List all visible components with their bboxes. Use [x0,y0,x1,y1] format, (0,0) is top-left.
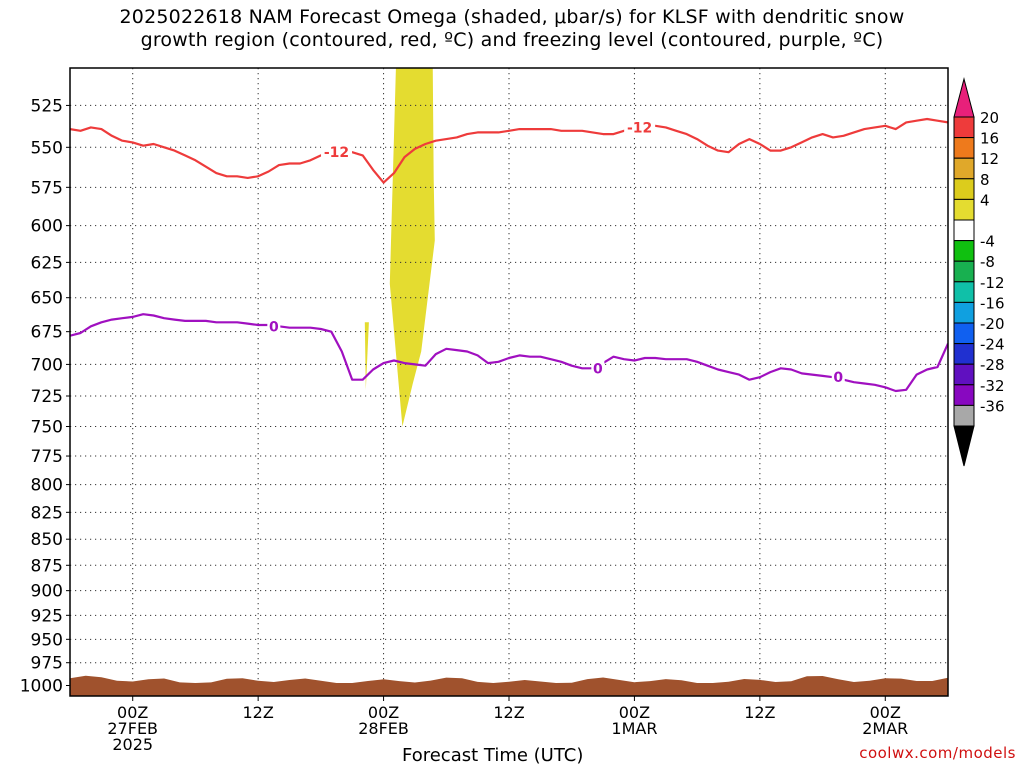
y-tick-label-925: 925 [31,606,63,626]
colorbar-box-12 [953,343,975,365]
colorbar-label-11: -24 [980,336,1005,354]
colorbar-box-4 [953,178,975,200]
x-tick-label-78-0: 00Z [870,703,901,722]
colorbar-box-6 [953,219,975,242]
grid-layer [70,68,948,696]
colorbar-label-5: 4 [980,191,990,209]
colorbar-label-13: -32 [980,377,1005,395]
colorbar-box-14 [953,384,975,406]
y-tick-label-650: 650 [31,289,63,309]
colorbar-box-5 [953,198,975,221]
x-tick-label-54-0: 00Z [619,703,650,722]
x-axis-title: Forecast Time (UTC) [402,745,584,766]
contour-label-bg-2 [624,119,656,136]
y-tick-label-900: 900 [31,582,63,602]
x-tick-label-30-0: 00Z [368,703,399,722]
y-tick-label-700: 700 [31,355,63,375]
omega-shaded-region-1 [389,68,435,427]
contour-label-5: 0 [833,370,843,386]
y-tick-label-550: 550 [31,138,63,158]
colorbar-box-3 [953,157,975,180]
colorbar-box-7 [953,240,975,262]
y-tick-label-875: 875 [31,556,63,576]
colorbar-box-9 [953,281,975,303]
contour-line-freezing-level [70,313,948,393]
y-tick-label-950: 950 [31,630,63,650]
colorbar-label-10: -20 [980,315,1005,333]
y-tick-label-850: 850 [31,530,63,550]
chart-title-line-2: growth region (contoured, red, ºC) and f… [140,29,884,51]
contour-label-2: -12 [627,120,652,136]
colorbar-label-12: -28 [980,356,1005,374]
contour-label-bg-5 [831,369,845,386]
x-tick-label-6-2: 2025 [112,735,153,754]
contour-label-bg-1 [321,144,353,161]
x-tick-label-6-0: 00Z [117,703,148,722]
chart-title: 2025022618 NAM Forecast Omega (shaded, μ… [0,6,1024,52]
x-tick-label-54-1: 1MAR [611,719,657,738]
contour-label-4: 0 [593,361,603,377]
contour-label-3: 0 [269,319,279,335]
x-tick-label-78-1: 2MAR [862,719,908,738]
colorbar-label-8: -12 [980,274,1005,292]
colorbar-label-7: -8 [980,253,995,271]
y-tick-label-625: 625 [31,253,63,273]
y-tick-label-975: 975 [31,654,63,674]
colorbar-box-8 [953,260,975,283]
terrain-layer [70,675,948,696]
colorbar-box-11 [953,322,975,345]
colorbar-label-3: 12 [980,150,999,168]
colorbar-box-2 [953,137,975,159]
plot-frame [69,67,949,697]
y-tick-label-825: 825 [31,503,63,523]
y-tick-label-525: 525 [31,96,63,116]
y-tick-label-675: 675 [31,323,63,343]
x-tick-label-30-1: 28FEB [358,719,409,738]
colorbar-label-9: -16 [980,294,1005,312]
colorbar-box-10 [953,301,975,324]
y-tick-label-1000: 1000 [20,677,63,697]
colorbar-label-4: 8 [980,171,990,189]
colorbar-label-2: 16 [980,130,999,148]
y-tick-label-725: 725 [31,387,63,407]
terrain-fill [70,675,948,696]
y-tick-label-775: 775 [31,447,63,467]
axes-layer: 525 550 575 600 625 650 675 700 725 750 775 800 825 8… [20,67,949,754]
y-tick-label-750: 750 [31,418,63,438]
colorbar-label-6: -4 [980,233,995,251]
omega-shading-layer [364,68,435,427]
x-tick-label-42-0: 12Z [493,703,524,722]
colorbar-label-14: -36 [980,397,1005,415]
colorbar: 20 16 12 8 4 -4 -8 -12 -16 -20 -24 -28 -32 -36 [953,77,1005,467]
contour-line-minus-12 [70,117,948,184]
contour-layer [70,117,948,393]
y-tick-label-600: 600 [31,217,63,237]
x-tick-label-18-0: 12Z [242,703,273,722]
colorbar-box-13 [953,363,975,386]
y-tick-label-575: 575 [31,178,63,198]
contour-label-layer: -12 -12 0 0 0 [267,119,845,386]
site-credit: coolwx.com/models [859,744,1016,762]
chart-title-line-1: 2025022618 NAM Forecast Omega (shaded, μ… [119,6,905,28]
omega-shaded-region-2 [364,322,369,390]
colorbar-box-15 [953,404,975,427]
y-tick-label-800: 800 [31,476,63,496]
x-tick-label-66-0: 12Z [744,703,775,722]
contour-label-bg-4 [591,360,605,377]
x-tick-label-6-1: 27FEB [107,719,158,738]
colorbar-bottom-arrow [953,425,975,467]
contour-label-bg-3 [267,318,281,335]
contour-label-1: -12 [324,145,349,161]
colorbar-box-1 [953,116,975,139]
colorbar-top-arrow [953,77,975,118]
colorbar-label-1: 20 [980,109,999,127]
